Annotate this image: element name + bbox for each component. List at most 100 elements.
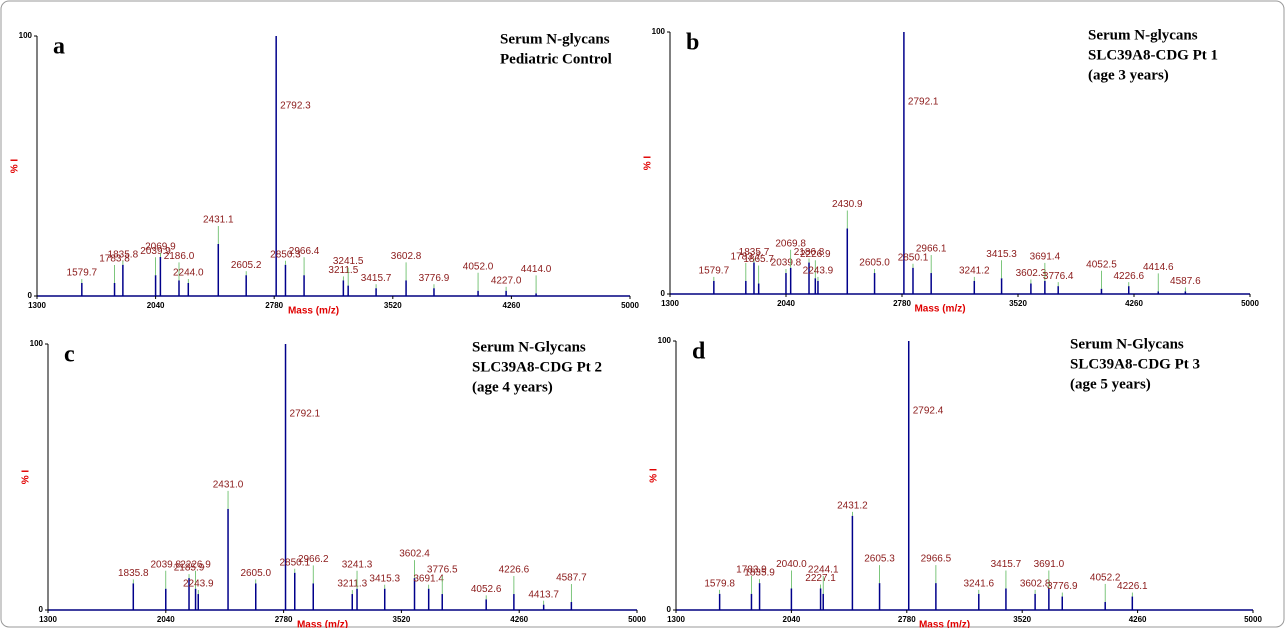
peak-label: 3415.7 <box>991 559 1022 570</box>
peak-label: 1835.9 <box>744 568 775 579</box>
peak-label: 1835.7 <box>739 247 770 258</box>
x-tick-label: 2780 <box>898 615 916 624</box>
peak-label: 4052.2 <box>1090 573 1121 584</box>
peak-label: 1579.8 <box>704 579 735 590</box>
peak-label: 4052.5 <box>1086 259 1117 270</box>
panel-title: (age 4 years) <box>472 379 553 395</box>
peak-label: 3602.8 <box>1020 579 1051 590</box>
peak-label: 3776.9 <box>1047 581 1078 592</box>
panel-title: Pediatric Control <box>500 51 612 67</box>
peak-label: 1783.9 <box>736 565 767 576</box>
x-tick-label: 1300 <box>39 615 57 624</box>
x-axis-label: Mass (m/z) <box>297 620 348 628</box>
peak-label: 1783.7 <box>731 252 762 263</box>
peak-label: 2792.1 <box>290 409 321 420</box>
peak-label: 2243.9 <box>183 579 214 590</box>
peak-label: 4413.7 <box>528 589 559 600</box>
peak-label: 2244.0 <box>173 268 204 279</box>
x-tick-label: 2780 <box>275 615 293 624</box>
panel-title: Serum N-glycans <box>1088 27 1198 43</box>
peak-label: 3211.5 <box>328 265 358 276</box>
y-tick-label: 0 <box>667 605 672 614</box>
peak-label: 2966.4 <box>289 246 320 257</box>
y-tick-label: 100 <box>30 339 44 348</box>
x-axis-label: Mass (m/z) <box>288 306 339 317</box>
x-tick-label: 2040 <box>147 301 165 310</box>
panel-label: a <box>53 34 65 60</box>
panel-title: SLC39A8-CDG Pt 3 <box>1070 356 1200 372</box>
y-axis-label: % I <box>643 156 654 171</box>
peak-label: 2039.8 <box>150 559 181 570</box>
panel-title: SLC39A8-CDG Pt 1 <box>1088 47 1218 63</box>
x-tick-label: 4260 <box>503 301 521 310</box>
y-tick-label: 0 <box>39 605 44 614</box>
x-tick-label: 2780 <box>265 301 283 310</box>
peak-label: 4226.6 <box>499 565 530 576</box>
peak-label: 2605.0 <box>859 258 890 269</box>
peak-label: 1783.8 <box>99 254 130 265</box>
peak-label: 2186.8 <box>794 247 825 258</box>
panel-label: c <box>64 342 75 368</box>
peak-label: 4052.0 <box>463 261 494 272</box>
panel-title: Serum N-Glycans <box>1070 336 1184 352</box>
peak-label: 2244.1 <box>808 565 839 576</box>
x-tick-label: 5000 <box>628 615 646 624</box>
peak-label: 2792.4 <box>913 406 944 417</box>
peak-label: 3776.4 <box>1043 271 1074 282</box>
peak-label: 4052.6 <box>471 584 502 595</box>
x-tick-label: 3520 <box>393 615 411 624</box>
x-tick-label: 2780 <box>893 299 911 308</box>
panel-label: b <box>686 30 699 56</box>
x-tick-label: 2040 <box>157 615 175 624</box>
x-axis-label: Mass (m/z) <box>914 304 965 315</box>
peak-label: 2431.1 <box>203 215 234 226</box>
peak-label: 2792.3 <box>280 101 311 112</box>
y-axis-label: % I <box>649 468 660 483</box>
peak-label: 2431.2 <box>837 500 868 511</box>
y-tick-label: 0 <box>661 289 666 298</box>
peak-label: 2069.8 <box>775 238 806 249</box>
peak-label: 3602.4 <box>399 549 430 560</box>
peak-label: 3241.5 <box>333 256 364 267</box>
panel-title: SLC39A8-CDG Pt 2 <box>472 359 602 375</box>
peak-label: 2850.3 <box>270 249 301 260</box>
y-axis-label: % I <box>10 159 21 174</box>
peak-label: 3415.3 <box>986 249 1017 260</box>
peak-label: 2040.0 <box>776 559 807 570</box>
peak-label: 2069.9 <box>145 242 176 253</box>
peak-label: 4226.1 <box>1117 581 1148 592</box>
peak-label: 2431.0 <box>213 480 244 491</box>
peak-label: 2966.2 <box>298 554 329 565</box>
peak-label: 3415.7 <box>361 273 392 284</box>
peak-label: 1835.8 <box>118 568 149 579</box>
peak-label: 2227.1 <box>805 573 836 584</box>
peak-label: 3602.8 <box>391 251 422 262</box>
x-tick-label: 3520 <box>1009 299 1027 308</box>
peak-label: 3776.5 <box>427 565 458 576</box>
panel-label: d <box>692 339 706 365</box>
y-tick-label: 100 <box>652 27 666 36</box>
peak-label: 2243.9 <box>803 266 834 277</box>
peak-label: 2605.0 <box>240 568 271 579</box>
peak-label: 3415.3 <box>369 573 400 584</box>
x-tick-label: 1300 <box>661 299 679 308</box>
peak-label: 4414.6 <box>1143 262 1174 273</box>
peak-label: 3691.4 <box>413 573 444 584</box>
x-tick-label: 1300 <box>667 615 685 624</box>
panel-title: Serum N-glycans <box>500 31 610 47</box>
x-tick-label: 4260 <box>1125 299 1143 308</box>
peak-label: 1579.7 <box>67 268 98 279</box>
x-tick-label: 3520 <box>384 301 402 310</box>
peak-label: 2226.9 <box>180 559 211 570</box>
peak-label: 4587.6 <box>1170 276 1201 287</box>
peak-label: 3211.3 <box>337 579 367 590</box>
panel-title: (age 5 years) <box>1070 376 1151 392</box>
peak-label: 1865.7 <box>743 254 774 265</box>
peak-label: 4227.0 <box>491 275 522 286</box>
y-axis-label: % I <box>21 470 32 485</box>
peak-label: 1579.7 <box>699 266 730 277</box>
peak-label: 2850.1 <box>898 252 929 263</box>
peak-label: 2850.1 <box>279 557 310 568</box>
